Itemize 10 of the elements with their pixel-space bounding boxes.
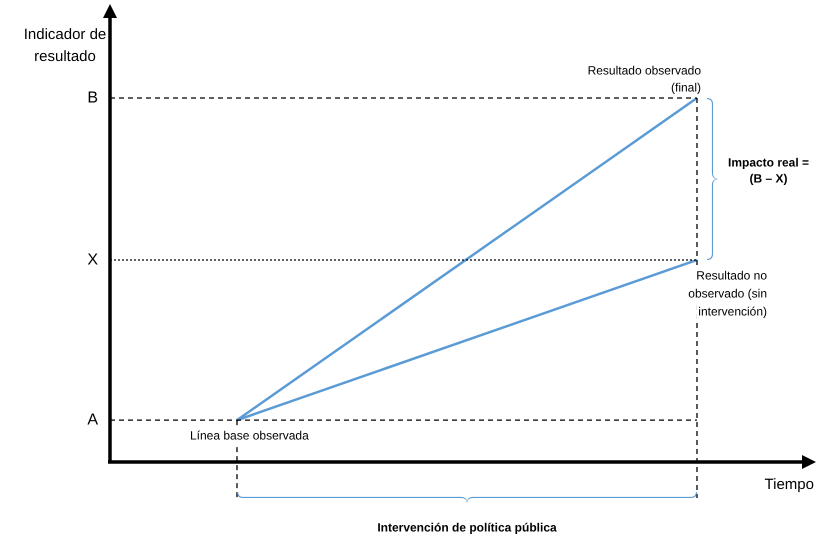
y-axis-title: Indicador de resultado [24, 26, 106, 66]
x-axis-title: Tiempo [764, 476, 814, 494]
ref-line-label: X [87, 251, 98, 268]
annotation: Línea base observada [190, 428, 310, 442]
text: Impacto real = (B – X) [728, 155, 810, 186]
text: Resultado observado (final) [588, 63, 702, 94]
annotation: Resultado no observado (sin intervención) [688, 268, 768, 318]
ref-line-label: A [87, 412, 98, 429]
text: Intervención de política pública [377, 520, 558, 534]
ref-line-label: B [87, 89, 98, 106]
